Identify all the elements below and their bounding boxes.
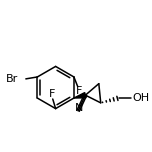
Text: OH: OH [133,93,150,103]
Text: F: F [76,86,82,96]
Text: F: F [49,89,55,99]
Polygon shape [74,93,86,98]
Text: N: N [75,103,83,113]
Text: Br: Br [6,74,18,84]
